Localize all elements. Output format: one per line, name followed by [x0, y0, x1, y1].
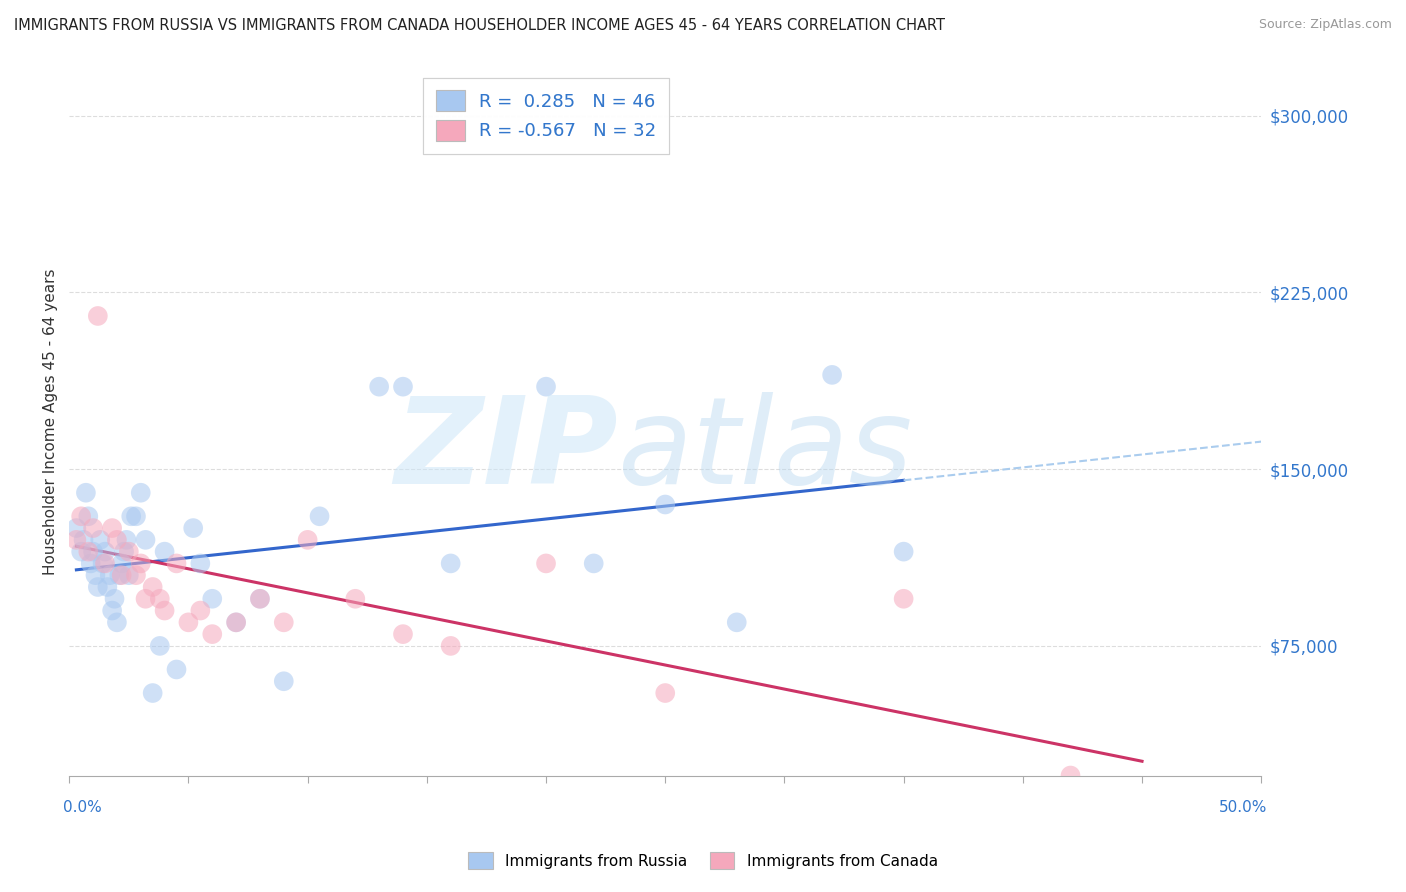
Point — [80, 557, 103, 571]
Point — [111, 568, 134, 582]
Point — [201, 627, 224, 641]
Point — [534, 379, 557, 393]
Point — [134, 533, 156, 547]
Point — [1059, 768, 1081, 782]
Point — [654, 498, 676, 512]
Point — [368, 379, 391, 393]
Point — [94, 544, 117, 558]
Point — [120, 509, 142, 524]
Point — [89, 533, 111, 547]
Point — [91, 557, 114, 571]
Point — [725, 615, 748, 630]
Point — [142, 580, 165, 594]
Point — [308, 509, 330, 524]
Point — [77, 544, 100, 558]
Point — [94, 557, 117, 571]
Point — [201, 591, 224, 606]
Point — [108, 568, 131, 582]
Point — [70, 544, 93, 558]
Point — [249, 591, 271, 606]
Text: 0.0%: 0.0% — [63, 800, 103, 815]
Point — [82, 544, 104, 558]
Point — [105, 615, 128, 630]
Point — [273, 615, 295, 630]
Text: 50.0%: 50.0% — [1219, 800, 1267, 815]
Point — [96, 580, 118, 594]
Point — [77, 509, 100, 524]
Point — [534, 557, 557, 571]
Point — [149, 591, 172, 606]
Text: atlas: atlas — [617, 392, 912, 508]
Point — [821, 368, 844, 382]
Point — [166, 663, 188, 677]
Point — [142, 686, 165, 700]
Point — [125, 509, 148, 524]
Point — [344, 591, 367, 606]
Point — [118, 568, 141, 582]
Point — [101, 603, 124, 617]
Point — [181, 521, 204, 535]
Point — [249, 591, 271, 606]
Point — [273, 674, 295, 689]
Point — [893, 544, 915, 558]
Point — [65, 533, 87, 547]
Point — [134, 591, 156, 606]
Point — [392, 379, 415, 393]
Legend: R =  0.285   N = 46, R = -0.567   N = 32: R = 0.285 N = 46, R = -0.567 N = 32 — [423, 78, 669, 153]
Point — [101, 521, 124, 535]
Point — [70, 509, 93, 524]
Text: ZIP: ZIP — [394, 392, 617, 508]
Y-axis label: Householder Income Ages 45 - 64 years: Householder Income Ages 45 - 64 years — [44, 268, 58, 575]
Point — [129, 485, 152, 500]
Point — [225, 615, 247, 630]
Text: Source: ZipAtlas.com: Source: ZipAtlas.com — [1258, 18, 1392, 31]
Point — [82, 521, 104, 535]
Point — [129, 557, 152, 571]
Point — [225, 615, 247, 630]
Point — [65, 521, 87, 535]
Point — [153, 544, 176, 558]
Point — [149, 639, 172, 653]
Point — [87, 580, 110, 594]
Text: IMMIGRANTS FROM RUSSIA VS IMMIGRANTS FROM CANADA HOUSEHOLDER INCOME AGES 45 - 64: IMMIGRANTS FROM RUSSIA VS IMMIGRANTS FRO… — [14, 18, 945, 33]
Point — [153, 603, 176, 617]
Point — [582, 557, 605, 571]
Point — [72, 533, 94, 547]
Point — [105, 533, 128, 547]
Point — [188, 603, 211, 617]
Point — [1130, 792, 1153, 806]
Point — [654, 686, 676, 700]
Point — [75, 485, 97, 500]
Point — [440, 639, 463, 653]
Point — [112, 544, 135, 558]
Point — [98, 568, 121, 582]
Point — [118, 544, 141, 558]
Point — [115, 533, 138, 547]
Point — [188, 557, 211, 571]
Point — [893, 591, 915, 606]
Point — [84, 568, 107, 582]
Point — [103, 591, 125, 606]
Legend: Immigrants from Russia, Immigrants from Canada: Immigrants from Russia, Immigrants from … — [463, 846, 943, 875]
Point — [177, 615, 200, 630]
Point — [440, 557, 463, 571]
Point — [392, 627, 415, 641]
Point — [297, 533, 319, 547]
Point — [125, 568, 148, 582]
Point — [111, 557, 134, 571]
Point — [166, 557, 188, 571]
Point — [87, 309, 110, 323]
